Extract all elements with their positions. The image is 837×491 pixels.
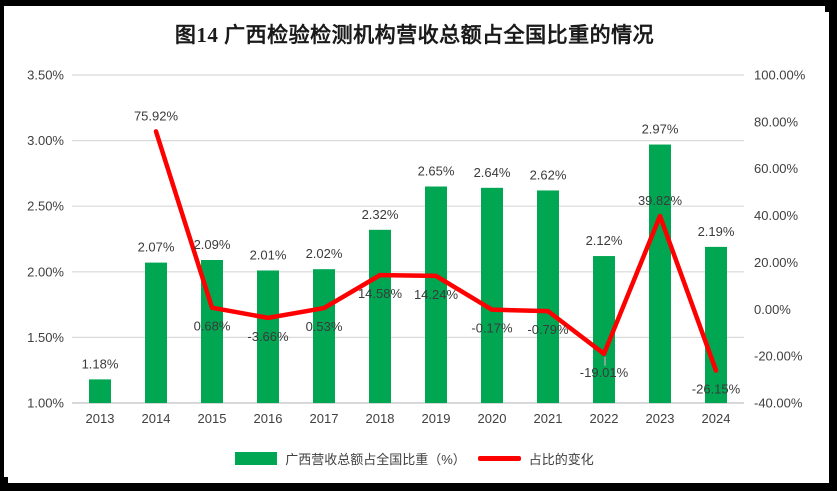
bar-2023	[649, 144, 671, 403]
line-value-label: 39.82%	[638, 193, 683, 208]
chart-background	[8, 12, 829, 483]
left-axis-tick: 3.00%	[27, 133, 64, 148]
right-axis-tick: 60.00%	[754, 161, 799, 176]
bar-2024	[705, 246, 727, 403]
line-value-label: 75.92%	[134, 108, 179, 123]
left-axis-tick: 1.00%	[27, 396, 64, 411]
bar-2021	[537, 190, 559, 403]
legend-bar-label: 广西营收总额占全国比重（%）	[285, 451, 466, 467]
line-value-label: 14.58%	[358, 286, 403, 301]
line-series-swatch	[477, 455, 521, 461]
bar-2017	[313, 269, 335, 403]
chart-panel: 图14 广西检验检测机构营收总额占全国比重的情况 1.18% 2.07% 2.09%…	[4, 6, 829, 483]
x-axis-label: 2022	[590, 411, 619, 426]
bar-2019	[425, 186, 447, 403]
bar-2016	[257, 270, 279, 403]
line-value-label: -0.17%	[471, 321, 513, 336]
bar-value-label: 2.01%	[250, 247, 287, 262]
x-axis-label: 2018	[366, 411, 395, 426]
legend: 广西营收总额占全国比重（%） 占比的变化	[4, 446, 825, 470]
bar-value-label: 2.62%	[530, 167, 567, 182]
left-axis-tick: 1.50%	[27, 330, 64, 345]
right-axis-tick: 100.00%	[754, 68, 806, 83]
right-axis-tick: 0.00%	[754, 302, 791, 317]
bar-value-label: 2.09%	[194, 237, 231, 252]
left-axis-tick: 3.50%	[27, 68, 64, 83]
bar-value-label: 2.32%	[362, 207, 399, 222]
line-value-label: -26.15%	[692, 382, 741, 397]
x-axis-label: 2014	[142, 411, 171, 426]
x-axis-label: 2016	[254, 411, 283, 426]
bar-2014	[145, 262, 167, 403]
line-value-label: 0.68%	[194, 319, 231, 334]
legend-line-label: 占比的变化	[528, 451, 594, 467]
bar-value-label: 2.12%	[586, 233, 623, 248]
bar-value-label: 2.64%	[474, 165, 511, 180]
combo-chart: 1.18% 2.07% 2.09% 2.01% 2.02% 2.32% 2.65% 2.64%…	[8, 12, 829, 483]
legend-item-bar: 广西营收总额占全国比重（%）	[235, 449, 466, 468]
x-axis-label: 2021	[534, 411, 563, 426]
right-axis-tick: 80.00%	[754, 114, 799, 129]
line-value-label: 0.53%	[306, 319, 343, 334]
right-axis-tick: -40.00%	[754, 396, 803, 411]
x-axis-label: 2019	[422, 411, 451, 426]
right-axis-tick: 40.00%	[754, 208, 799, 223]
bar-2022	[593, 256, 615, 403]
line-value-label: -19.01%	[580, 365, 629, 380]
line-value-label: -3.66%	[247, 329, 289, 344]
line-value-label: 14.24%	[414, 287, 459, 302]
bar-value-label: 2.97%	[642, 122, 679, 137]
bar-value-label: 2.65%	[418, 164, 455, 179]
x-axis-label: 2024	[702, 411, 731, 426]
left-axis-tick: 2.00%	[27, 264, 64, 279]
line-value-label: -0.79%	[527, 322, 569, 337]
change-rate-line	[153, 129, 719, 373]
x-axis-label: 2017	[310, 411, 339, 426]
x-axis-label: 2023	[646, 411, 675, 426]
legend-item-line: 占比的变化	[477, 449, 594, 468]
bar-value-label: 1.18%	[82, 356, 119, 371]
left-axis-tick: 2.50%	[27, 199, 64, 214]
bar-2020	[481, 187, 503, 403]
bar-2013	[89, 379, 111, 403]
x-axis-label: 2015	[198, 411, 227, 426]
right-axis-tick: -20.00%	[754, 349, 803, 364]
bar-value-label: 2.19%	[698, 224, 735, 239]
bar-value-label: 2.07%	[138, 240, 175, 255]
page-title: 图14 广西检验检测机构营收总额占全国比重的情况	[174, 23, 655, 47]
right-axis-tick: 20.00%	[754, 255, 799, 270]
bar-series-swatch	[235, 451, 278, 465]
x-axis-label: 2013	[86, 411, 115, 426]
bar-value-label: 2.02%	[306, 246, 343, 261]
bar-2018	[369, 229, 391, 403]
x-axis-label: 2020	[478, 411, 507, 426]
